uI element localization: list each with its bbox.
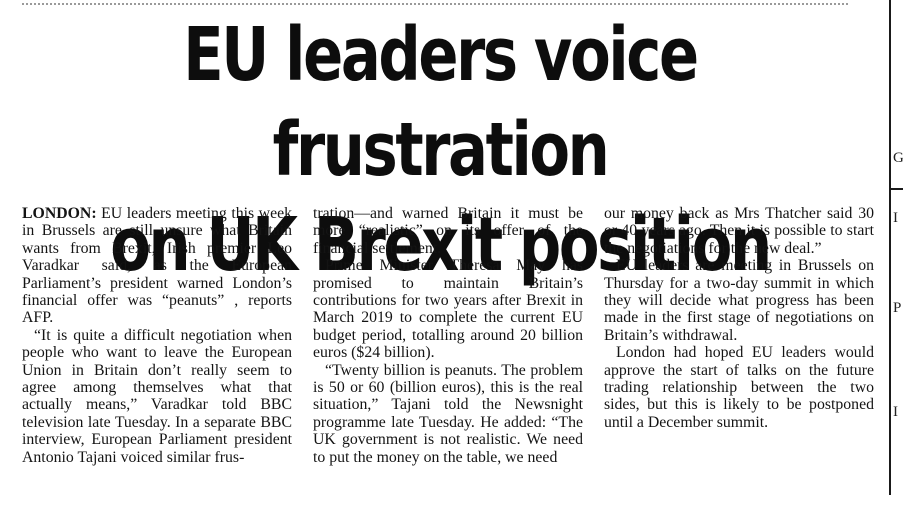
top-dotted-rule bbox=[22, 3, 848, 5]
headline: EU leaders voice frustration on UK Brexi… bbox=[96, 8, 784, 293]
paragraph: Prime Minister Theresa May has promised … bbox=[313, 257, 583, 362]
paragraph: our money back as Mrs Thatcher said 30 o… bbox=[604, 205, 874, 257]
adjacent-article-edge: G I P I bbox=[889, 0, 903, 495]
column-rule bbox=[889, 0, 891, 495]
dateline: LONDON: bbox=[22, 205, 97, 222]
paragraph: tration—and warned Britain it must be mo… bbox=[313, 205, 583, 257]
headline-line-2: on UK Brexit position bbox=[110, 202, 772, 288]
edge-fragment: I bbox=[893, 404, 898, 420]
article-body: LONDON: EU leaders meeting this week in … bbox=[22, 205, 874, 495]
paragraph: “It is quite a difficult negotiation whe… bbox=[22, 326, 292, 466]
edge-fragment: I bbox=[893, 210, 898, 226]
box-rule bbox=[889, 188, 903, 190]
paragraph: LONDON: EU leaders meeting this week in … bbox=[22, 205, 292, 327]
column-1: LONDON: EU leaders meeting this week in … bbox=[22, 205, 292, 495]
edge-fragment: G bbox=[893, 150, 903, 166]
paragraph: “Twenty billion is peanuts. The problem … bbox=[313, 361, 583, 466]
paragraph: EU leaders are meeting in Brussels on Th… bbox=[604, 257, 874, 344]
paragraph-text: EU leaders meeting this week in Brussels… bbox=[22, 205, 292, 327]
headline-line-1: EU leaders voice frustration bbox=[183, 12, 699, 193]
paragraph: London had hoped EU leaders would approv… bbox=[604, 344, 874, 431]
edge-fragment: P bbox=[893, 300, 902, 316]
column-2: tration—and warned Britain it must be mo… bbox=[313, 205, 583, 495]
column-3: our money back as Mrs Thatcher said 30 o… bbox=[604, 205, 874, 495]
